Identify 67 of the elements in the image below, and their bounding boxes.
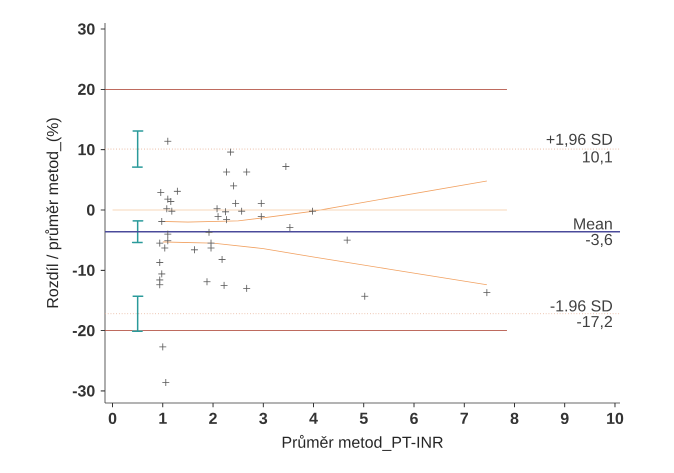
point (207, 244, 215, 252)
point (207, 239, 215, 248)
point (232, 199, 240, 208)
point (482, 288, 491, 297)
ref-line-label: Mean (574, 218, 612, 230)
point (257, 212, 266, 221)
point (158, 343, 167, 351)
point (214, 212, 222, 221)
point (190, 246, 198, 254)
point (156, 258, 164, 266)
point (360, 292, 369, 300)
point (282, 162, 290, 170)
point (156, 276, 164, 284)
x-tick-label: 10 (607, 412, 624, 424)
point (156, 188, 165, 196)
point (286, 224, 294, 232)
y-tick-label: -30 (72, 385, 95, 397)
x-tick-label: 2 (209, 412, 217, 424)
ref-line-label: +1,96 SD (546, 134, 612, 147)
y-tick-label: -10 (72, 264, 95, 276)
x-tick-label: 1 (159, 412, 167, 424)
x-tick-label: 8 (510, 412, 518, 424)
x-axis-title: Průměr metod_PT-INR (282, 434, 443, 451)
point (213, 204, 221, 213)
y-tick-label: 30 (78, 23, 95, 35)
x-tick-label: 0 (108, 412, 116, 424)
point (164, 195, 172, 204)
x-tick-label: 3 (259, 412, 268, 424)
line-series (162, 242, 488, 286)
point (173, 187, 182, 196)
x-tick-label: 9 (560, 412, 569, 424)
point (156, 280, 164, 289)
x-tick-label: 5 (360, 412, 368, 424)
point (343, 236, 352, 244)
annotation: 10,1 (582, 151, 612, 164)
y-tick-label: 20 (78, 84, 95, 95)
point (242, 284, 251, 292)
annotation: -17,2 (577, 316, 612, 330)
y-tick-label: -20 (72, 324, 95, 336)
point (222, 208, 230, 216)
point (222, 168, 230, 176)
point (203, 278, 211, 286)
annotation: -3,6 (586, 234, 612, 248)
point (164, 230, 172, 238)
x-tick-label: 7 (460, 412, 468, 424)
point (164, 236, 172, 245)
point (220, 281, 228, 290)
point (230, 182, 238, 190)
point (226, 148, 234, 156)
point (238, 207, 246, 216)
ref-line-label: -1.96 SD (550, 300, 612, 312)
y-axis-title: Rozdíl / průměr metod_(%) (45, 118, 62, 308)
point (257, 199, 266, 208)
point (158, 218, 166, 226)
point (308, 207, 316, 216)
point (164, 137, 172, 146)
point (162, 378, 170, 386)
y-tick-label: 0 (86, 204, 95, 216)
point (166, 198, 175, 206)
y-tick-label: 10 (78, 144, 95, 156)
point (218, 256, 226, 264)
point (242, 168, 251, 176)
point (222, 216, 230, 224)
x-tick-label: 4 (309, 412, 318, 424)
point (158, 270, 166, 278)
x-tick-label: 6 (410, 412, 418, 424)
point (205, 228, 213, 236)
